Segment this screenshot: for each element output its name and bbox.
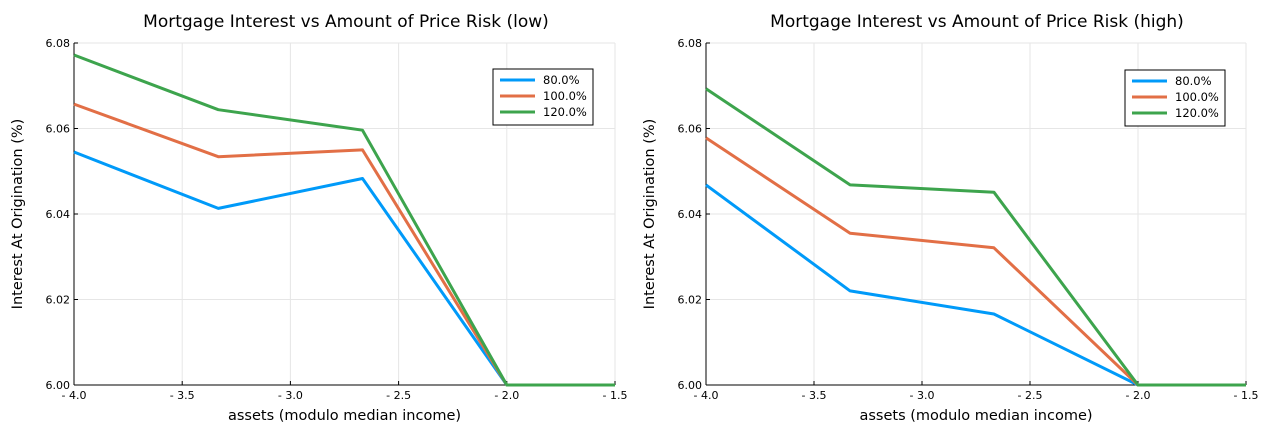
series-line-800 (705, 183, 1246, 387)
x-axis-label: assets (modulo median income) (228, 408, 461, 424)
x-tick-label: - 2.5 (386, 389, 411, 402)
x-tick-label: - 1.5 (603, 389, 628, 402)
legend-label: 80.0% (1175, 74, 1212, 88)
y-axis-label: Interest At Origination (%) (10, 119, 26, 310)
y-tick-label: 6.04 (678, 208, 703, 221)
series-line-1200 (73, 53, 615, 387)
x-tick-label: - 4.0 (62, 389, 87, 402)
legend-label: 100.0% (543, 89, 587, 103)
y-tick-label: 6.02 (678, 294, 703, 307)
x-tick-label: - 3.5 (802, 389, 827, 402)
legend-label: 120.0% (1175, 106, 1219, 120)
y-tick-label: 6.06 (46, 123, 71, 136)
series-line-1200 (705, 87, 1246, 387)
x-tick-label: - 3.5 (170, 389, 195, 402)
x-tick-label: - 1.5 (1234, 389, 1259, 402)
series-line-800 (73, 150, 615, 387)
x-axis-label: assets (modulo median income) (859, 408, 1092, 424)
legend-label: 100.0% (1175, 90, 1219, 104)
y-axis-label: Interest At Origination (%) (642, 119, 658, 310)
right-chart-panel: Mortgage Interest vs Amount of Price Ris… (642, 12, 1258, 424)
x-tick-label: - 3.0 (910, 389, 935, 402)
series-line-1000 (73, 102, 615, 387)
legend: 80.0% 100.0% 120.0% (492, 68, 594, 126)
left-chart-panel: Mortgage Interest vs Amount of Price Ris… (10, 12, 627, 424)
series-line-1000 (705, 136, 1246, 387)
x-tick-label: - 4.0 (694, 389, 719, 402)
y-tick-label: 6.08 (46, 37, 71, 50)
y-tick-label: 6.00 (678, 379, 703, 392)
chart-title: Mortgage Interest vs Amount of Price Ris… (770, 12, 1184, 32)
x-tick-label: - 2.5 (1018, 389, 1043, 402)
y-tick-label: 6.06 (678, 123, 703, 136)
legend-label: 80.0% (543, 73, 580, 87)
legend: 80.0% 100.0% 120.0% (1124, 69, 1226, 127)
chart-title: Mortgage Interest vs Amount of Price Ris… (143, 12, 549, 32)
x-tick-label: - 2.0 (494, 389, 519, 402)
legend-label: 120.0% (543, 105, 587, 119)
x-tick-label: - 3.0 (278, 389, 303, 402)
x-tick-label: - 2.0 (1126, 389, 1151, 402)
y-tick-label: 6.00 (46, 379, 71, 392)
y-tick-label: 6.08 (678, 37, 703, 50)
y-tick-label: 6.04 (46, 208, 71, 221)
y-tick-label: 6.02 (46, 294, 71, 307)
